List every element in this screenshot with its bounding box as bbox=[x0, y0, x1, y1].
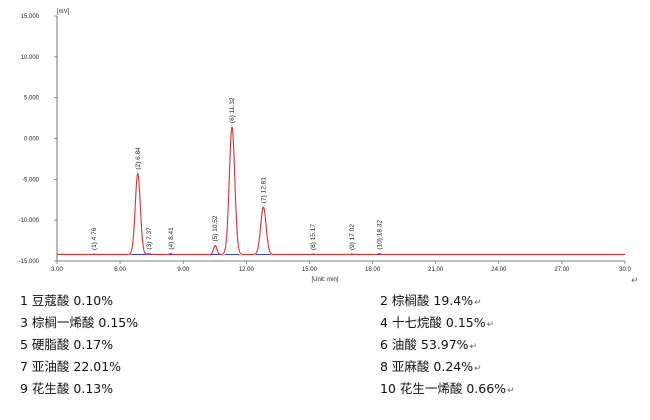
y-tick-label: -10.000 bbox=[19, 218, 40, 224]
peak-labels: (1) 4.76 (2) 6.84 (3) 7.37 (4) 8.41 (5) 10.5… bbox=[91, 97, 383, 250]
peak-point bbox=[214, 244, 216, 247]
peak-label: (7) 12.81 bbox=[260, 177, 267, 203]
legend-item: 10 花生一烯酸 0.66%↵ bbox=[380, 381, 515, 396]
peak-point bbox=[148, 253, 150, 255]
y-tick-label: 10.000 bbox=[21, 55, 40, 61]
x-tick-label: 15.00 bbox=[302, 267, 318, 273]
legend-item: 2 棕榈酸 19.4%↵ bbox=[380, 293, 482, 308]
legend-item: 5 硬脂酸 0.17% bbox=[20, 337, 114, 352]
x-tick-label: 9.00 bbox=[177, 267, 189, 273]
y-axis: 15.000 10.000 5.000 0.000 -5.000 -10.000 -15.0… bbox=[19, 14, 58, 265]
chromatogram-line bbox=[57, 126, 625, 256]
x-axis: 3.00 6.00 9.00 12.00 15.00 18.00 21.00 24.00 27.… bbox=[51, 260, 631, 273]
peak-point bbox=[378, 253, 380, 255]
peak-point bbox=[262, 206, 264, 208]
legend-row: 9 花生酸 0.13% 10 花生一烯酸 0.66%↵ bbox=[20, 378, 640, 400]
peak-label: (9) 17.02 bbox=[349, 224, 356, 250]
legend-item: 7 亚油酸 22.01% bbox=[20, 359, 122, 374]
peak-label: (4) 8.41 bbox=[168, 227, 175, 250]
peak-point bbox=[231, 126, 233, 128]
return-mark: ↵ bbox=[631, 276, 639, 286]
peak-point bbox=[137, 173, 139, 175]
x-tick-label: 6.00 bbox=[114, 267, 126, 273]
peak-label: (10) 18.32 bbox=[376, 220, 383, 250]
x-tick-label: 27.00 bbox=[554, 267, 570, 273]
x-tick-label: 24.00 bbox=[491, 267, 507, 273]
legend-row: 3 棕榈一烯酸 0.15% 4 十七烷酸 0.15%↵ bbox=[20, 312, 640, 334]
legend-item: 3 棕榈一烯酸 0.15% bbox=[20, 315, 139, 330]
peak-label: (6) 11.32 bbox=[229, 97, 236, 123]
legend-item: 1 豆蔻酸 0.10% bbox=[20, 293, 114, 308]
chromatogram-trace bbox=[57, 126, 625, 256]
y-tick-label: -15.000 bbox=[19, 259, 40, 265]
peak-point bbox=[93, 253, 95, 255]
y-tick-label: 5.000 bbox=[24, 96, 40, 102]
legend-item: 4 十七烷酸 0.15%↵ bbox=[380, 315, 495, 330]
y-unit-label: [mV] bbox=[57, 9, 70, 15]
peak-point bbox=[170, 253, 172, 255]
x-axis-label: [Unit: min] bbox=[311, 277, 338, 283]
x-tick-label: 12.00 bbox=[239, 267, 255, 273]
legend-row: 1 豆蔻酸 0.10% 2 棕榈酸 19.4%↵ bbox=[20, 290, 640, 312]
x-tick-label: 21.00 bbox=[428, 267, 444, 273]
peak-label: (5) 10.52 bbox=[212, 215, 219, 241]
legend-row: 7 亚油酸 22.01% 8 亚麻酸 0.24%↵ bbox=[20, 356, 640, 378]
peak-point bbox=[351, 253, 353, 255]
y-tick-label: 0.000 bbox=[24, 137, 40, 143]
legend-item: 8 亚麻酸 0.24%↵ bbox=[380, 359, 482, 374]
chromatogram-chart: [mV] 15.000 10.000 5.000 0.000 -5.000 -10.000… bbox=[19, 9, 632, 283]
x-tick-label: 18.00 bbox=[365, 267, 381, 273]
peak-label: (2) 6.84 bbox=[135, 147, 142, 170]
legend-row: 5 硬脂酸 0.17% 6 油酸 53.97%↵ bbox=[20, 334, 640, 356]
peak-label: (3) 7.37 bbox=[146, 227, 153, 250]
y-tick-label: 15.000 bbox=[21, 14, 40, 20]
legend-item: 6 油酸 53.97%↵ bbox=[380, 337, 478, 352]
y-tick-label: -5.000 bbox=[22, 177, 40, 183]
x-tick-label: 3.00 bbox=[51, 267, 63, 273]
peak-point bbox=[312, 253, 314, 255]
x-tick-label: 30.0 bbox=[619, 267, 631, 273]
peak-label: (1) 4.76 bbox=[91, 227, 98, 250]
peak-composition-legend: 1 豆蔻酸 0.10% 2 棕榈酸 19.4%↵ 3 棕榈一烯酸 0.15% 4… bbox=[20, 290, 640, 400]
peak-label: (8) 15.17 bbox=[310, 224, 317, 250]
legend-item: 9 花生酸 0.13% bbox=[20, 381, 114, 396]
